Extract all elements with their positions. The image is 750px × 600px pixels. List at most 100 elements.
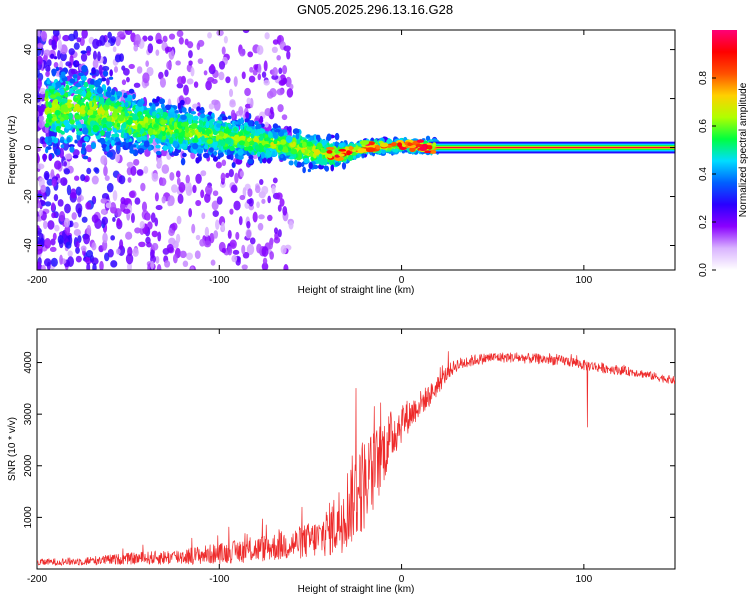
spectrogram-speckle <box>230 109 236 120</box>
spectrogram-speckle <box>133 44 139 52</box>
spectrogram-speckle <box>231 254 238 263</box>
spectrogram-cell <box>106 151 114 158</box>
spectrogram-speckle <box>239 48 246 57</box>
spectrogram-carrier-band <box>428 146 675 149</box>
spectrogram-speckle <box>241 264 248 270</box>
spectrogram-cell <box>101 143 108 149</box>
spectrogram-speckle <box>175 233 181 244</box>
spectrogram-speckle <box>145 60 149 67</box>
spectrogram-cell <box>86 109 94 116</box>
spectrogram-cell <box>92 110 98 115</box>
spectrogram-speckle <box>188 208 193 218</box>
spectrogram-cell <box>210 118 215 123</box>
spectrogram-speckle <box>215 219 220 230</box>
spectrogram-speckle <box>192 184 197 194</box>
spectrogram-cell <box>192 115 199 121</box>
spectrogram-cell <box>201 135 205 142</box>
spectrogram-cell <box>256 151 261 158</box>
spectrogram-cell <box>266 158 272 164</box>
spectrogram-cell <box>97 118 102 124</box>
spectrogram-speckle <box>194 250 201 260</box>
spectrogram-speckle <box>154 217 159 227</box>
spectrogram-speckle <box>37 224 40 231</box>
spectrogram-speckle <box>221 247 227 254</box>
spectrogram-cell <box>240 124 244 131</box>
spectrogram-cell <box>229 132 236 137</box>
spectrogram-speckle <box>155 255 160 264</box>
spectrogram-speckle <box>239 194 246 201</box>
spectrogram-cell <box>212 156 219 162</box>
spectrogram-y-label: Frequency (Hz) <box>7 116 18 185</box>
spectrogram-speckle <box>278 67 283 75</box>
spectrogram-peak <box>429 149 437 154</box>
spectrogram-speckle <box>86 262 91 270</box>
spectrogram-cell <box>288 160 294 166</box>
spectrogram-speckle <box>220 172 226 183</box>
spectrogram-speckle <box>117 31 125 38</box>
spectrogram-cell <box>54 149 58 155</box>
spectrogram-cell <box>109 69 113 77</box>
spectrogram-cell <box>174 132 179 137</box>
spectrogram-speckle <box>205 80 212 91</box>
spectrogram-cell <box>224 137 232 145</box>
spectrogram-speckle <box>147 35 154 42</box>
spectrogram-speckle <box>273 227 279 234</box>
spectrogram-cell <box>69 146 75 153</box>
spectrogram-cell <box>63 114 69 121</box>
spectrogram-cell <box>85 101 89 107</box>
y-tick-label: 4000 <box>23 351 34 374</box>
spectrogram-speckle <box>99 35 106 46</box>
spectrogram-speckle <box>261 246 269 258</box>
spectrogram-cell <box>290 143 296 148</box>
spectrogram-cell <box>160 108 164 116</box>
spectrogram-speckle <box>196 42 201 51</box>
spectrogram-speckle <box>259 178 264 186</box>
spectrogram-speckle <box>133 158 140 166</box>
spectrogram-peak <box>325 146 335 150</box>
spectrogram-cell <box>238 140 246 146</box>
spectrogram-cell <box>205 121 210 129</box>
spectrogram-cell <box>74 114 82 120</box>
spectrogram-speckle <box>156 263 162 270</box>
spectrogram-speckle <box>86 224 92 236</box>
spectrogram-speckle <box>37 120 45 129</box>
spectrogram-cell <box>227 115 232 120</box>
spectrogram-speckle <box>91 242 97 251</box>
figure-title: GN05.2025.296.13.16.G28 <box>297 2 453 17</box>
spectrogram-cell <box>68 112 73 120</box>
spectrogram-speckle <box>252 211 258 223</box>
spectrogram-cell <box>44 136 49 144</box>
spectrogram-cell <box>161 126 166 132</box>
spectrogram-cell <box>132 93 136 100</box>
spectrogram-speckle <box>256 45 264 55</box>
spectrogram-speckle <box>51 202 56 212</box>
spectrogram-speckle <box>177 76 184 85</box>
snr-x-label: Height of straight line (km) <box>298 584 415 595</box>
spectrogram-cell <box>78 72 85 77</box>
spectrogram-speckle <box>227 229 232 239</box>
spectrogram-speckle <box>279 198 285 207</box>
spectrogram-cell <box>86 91 92 98</box>
spectrogram-speckle <box>233 76 238 87</box>
spectrogram-speckle <box>207 32 212 39</box>
spectrogram-cell <box>163 146 169 151</box>
spectrogram-cell <box>126 97 132 102</box>
spectrogram-speckle <box>43 220 48 230</box>
spectrogram-speckle <box>92 263 97 270</box>
spectrogram-cell <box>89 78 95 86</box>
spectrogram-speckle <box>179 250 187 259</box>
spectrogram-speckle <box>178 182 186 193</box>
spectrogram-cell <box>202 152 210 159</box>
spectrogram-cell <box>320 149 327 153</box>
spectrogram-speckle <box>38 209 43 217</box>
spectrogram-frame <box>36 29 676 271</box>
spectrogram-cell <box>184 131 191 138</box>
spectrogram-speckle <box>87 156 92 163</box>
spectrogram-cell <box>179 99 185 106</box>
spectrogram-cell <box>100 108 105 116</box>
spectrogram-speckle <box>66 184 72 196</box>
spectrogram-cell <box>148 137 153 144</box>
spectrogram-cell <box>89 114 97 119</box>
spectrogram-cell <box>45 148 49 154</box>
spectrogram-speckle <box>176 177 181 186</box>
